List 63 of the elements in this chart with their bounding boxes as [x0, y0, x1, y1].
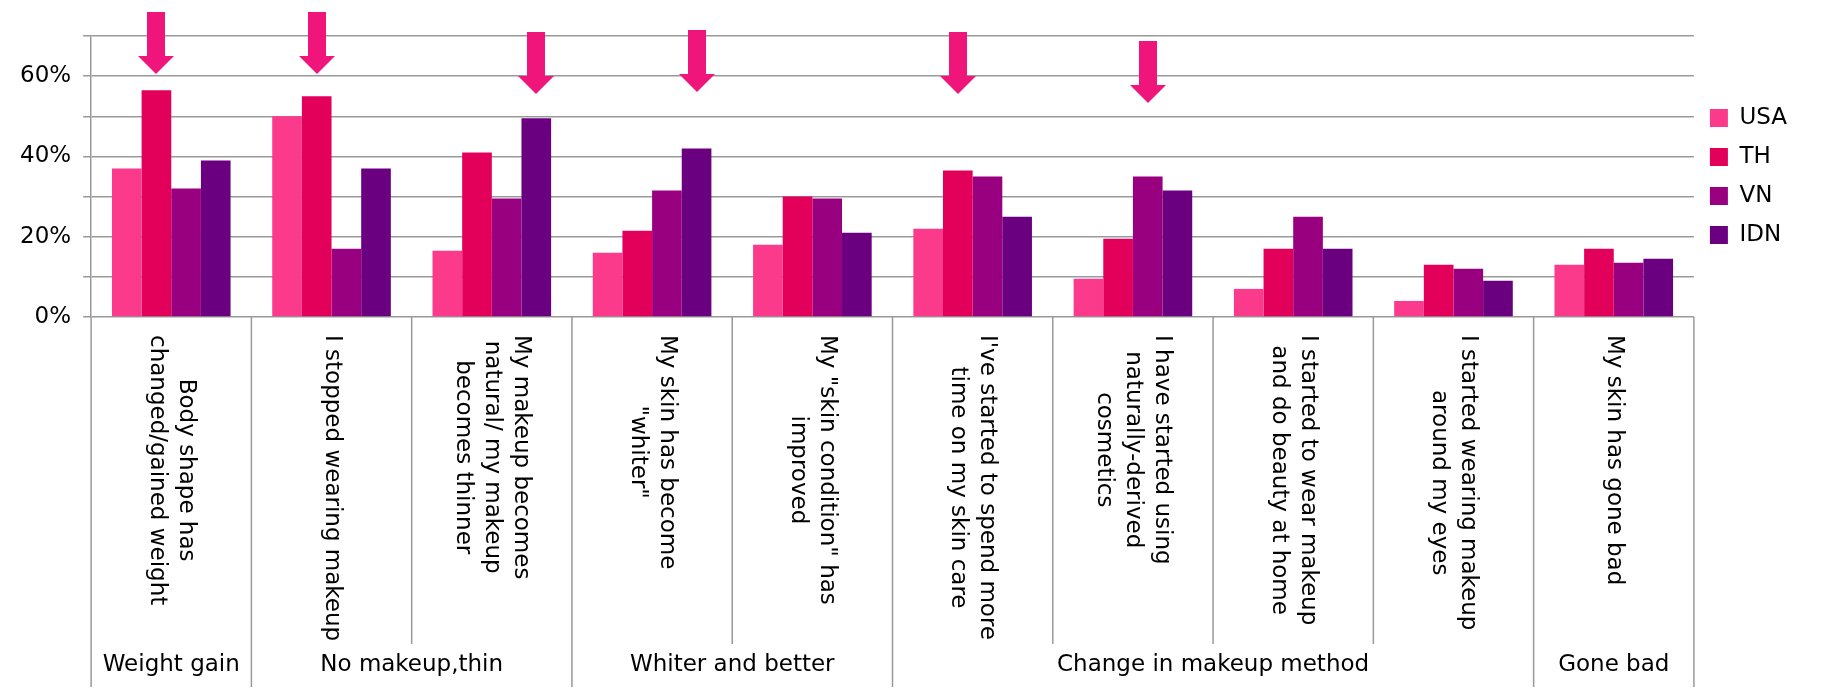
bar [1233, 288, 1264, 317]
bar [592, 252, 623, 317]
bar [1103, 238, 1133, 317]
bar [652, 190, 682, 317]
y-tick-label: 0% [34, 301, 72, 328]
bar [1423, 264, 1454, 317]
legend-label: USA [1739, 102, 1788, 129]
bar [432, 250, 463, 317]
bar [1554, 264, 1585, 317]
bar [622, 230, 653, 317]
bar [491, 198, 522, 317]
bar [1073, 278, 1104, 317]
y-tick-label: 40% [20, 141, 72, 168]
x-tick-label: I started wearing makeup around my eyes [1428, 334, 1484, 631]
bar [1483, 280, 1513, 317]
y-tick-label: 20% [20, 221, 72, 248]
x-tick-label: I've started to spend more time on my skin care [947, 335, 1003, 641]
x-tick-label: My "skin condition" has improved [786, 335, 842, 605]
bar [331, 248, 362, 317]
text: Weight gain [102, 650, 240, 677]
y-tick-label: 60% [20, 61, 72, 88]
bar [943, 170, 973, 317]
bar [1643, 258, 1674, 317]
text: Gone bad [1558, 650, 1670, 677]
text: No makeup,thin [320, 650, 504, 677]
legend-label: VN [1739, 180, 1773, 207]
bar [681, 148, 712, 317]
bar [521, 118, 552, 317]
bar [1293, 216, 1323, 317]
x-tick-label: I have started using naturally-derived cosmetics [1092, 334, 1177, 565]
bar [1263, 248, 1294, 317]
bar [1453, 268, 1484, 317]
bar [111, 168, 142, 317]
bar [782, 196, 813, 317]
x-tick-label: I started to wear makeup and do beauty at home [1267, 335, 1323, 626]
bar [842, 232, 872, 317]
bar [200, 160, 231, 317]
bar [141, 90, 172, 317]
bar [1394, 300, 1424, 317]
legend-label: IDN [1739, 219, 1782, 246]
text: Whiter and better [629, 650, 836, 677]
bar [1322, 248, 1353, 317]
bar [812, 198, 843, 317]
legend-label: TH [1738, 141, 1771, 168]
bar [1162, 190, 1193, 317]
bar [361, 168, 391, 317]
x-tick-label: My makeup becomes natural/ my makeup becomes thinner [451, 334, 536, 580]
bar [301, 96, 332, 317]
x-tick-label: I stopped wearing makeup [320, 334, 347, 642]
x-tick-label: Body shape has changed/gained weight [145, 335, 201, 606]
bar [753, 244, 783, 317]
bar [1002, 216, 1032, 317]
bar [1584, 248, 1614, 317]
bar [1613, 262, 1644, 317]
x-tick-label: My skin has become "whiter" [626, 335, 682, 570]
bar [972, 176, 1003, 317]
bar [462, 152, 492, 317]
x-tick-label: My skin has gone bad [1602, 334, 1629, 586]
text: Change in makeup method [1057, 650, 1370, 677]
bar [171, 188, 201, 317]
bar [913, 228, 943, 317]
bar [272, 116, 302, 317]
bar [1132, 176, 1163, 317]
